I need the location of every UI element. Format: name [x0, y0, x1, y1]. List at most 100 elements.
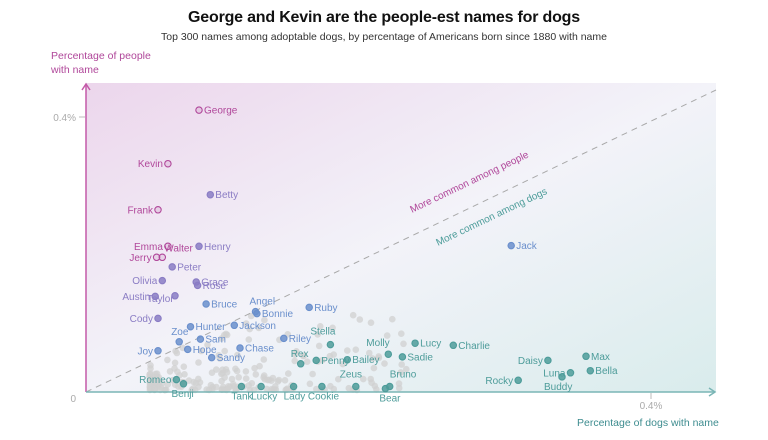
point-marker[interactable]	[411, 339, 419, 347]
data-point-ruby[interactable]: Ruby	[305, 303, 338, 314]
point-marker[interactable]	[175, 338, 183, 346]
data-point-buddy[interactable]: Buddy	[544, 373, 572, 393]
point-marker[interactable]	[183, 345, 192, 354]
point-marker[interactable]	[151, 292, 159, 301]
point-marker[interactable]	[152, 253, 161, 262]
point-marker[interactable]	[384, 350, 393, 358]
data-point-henry[interactable]: Henry	[195, 242, 231, 253]
data-point-zoe[interactable]: Zoe	[171, 327, 189, 346]
data-point-riley[interactable]: Riley	[280, 334, 311, 345]
data-point-cody[interactable]: Cody	[130, 314, 162, 325]
data-point-penny[interactable]: Penny	[312, 356, 350, 367]
point-marker[interactable]	[305, 303, 313, 312]
point-marker[interactable]	[381, 384, 390, 393]
data-point-benji[interactable]: Benji	[172, 380, 194, 400]
point-marker[interactable]	[154, 347, 162, 355]
point-marker[interactable]	[318, 382, 326, 391]
data-point-jack[interactable]: Jack	[507, 241, 538, 252]
point-marker[interactable]	[236, 344, 244, 352]
data-point-walter[interactable]: Walter	[158, 243, 193, 262]
data-point-bonnie[interactable]: Bonnie	[253, 309, 294, 320]
point-marker[interactable]	[202, 300, 210, 308]
point-marker[interactable]	[186, 322, 195, 331]
point-marker[interactable]	[154, 206, 162, 214]
data-point-lucky[interactable]: Lucky	[251, 382, 277, 403]
data-point-kevin[interactable]: Kevin	[138, 159, 172, 170]
data-point-joy[interactable]: Joy	[137, 346, 162, 357]
data-point-frank[interactable]: Frank	[127, 205, 162, 216]
point-marker[interactable]	[566, 369, 575, 377]
point-marker[interactable]	[206, 190, 215, 199]
point-marker[interactable]	[289, 382, 298, 391]
point-marker[interactable]	[296, 360, 305, 368]
data-point-jerry[interactable]: Jerry	[129, 253, 161, 264]
point-marker[interactable]	[582, 352, 590, 361]
data-point-sandy[interactable]: Sandy	[207, 353, 246, 364]
data-point-rex[interactable]: Rex	[291, 349, 309, 368]
point-marker[interactable]	[343, 355, 352, 364]
point-marker[interactable]	[544, 356, 552, 365]
point-marker[interactable]	[195, 242, 203, 251]
point-marker[interactable]	[558, 373, 566, 381]
point-marker[interactable]	[352, 382, 360, 391]
point-marker[interactable]	[179, 380, 188, 388]
data-point-daisy[interactable]: Daisy	[518, 356, 552, 367]
point-marker[interactable]	[280, 334, 288, 343]
data-point-sadie[interactable]: Sadie	[398, 352, 433, 363]
data-point-emma[interactable]: Emma	[134, 242, 172, 253]
data-point-bailey[interactable]: Bailey	[343, 355, 380, 366]
data-point-rocky[interactable]: Rocky	[485, 376, 522, 387]
data-point-chase[interactable]: Chase	[236, 344, 275, 355]
data-point-george[interactable]: George	[195, 106, 238, 117]
data-point-jackson[interactable]: Jackson	[230, 321, 276, 332]
point-marker[interactable]	[172, 375, 181, 384]
data-point-olivia[interactable]: Olivia	[132, 276, 167, 287]
data-point-luna[interactable]: Luna	[543, 368, 575, 379]
data-point-tank[interactable]: Tank	[231, 382, 254, 403]
data-point-bear[interactable]: Bear	[379, 384, 401, 405]
point-marker[interactable]	[237, 382, 246, 391]
point-marker[interactable]	[312, 356, 320, 365]
data-point-taylor[interactable]: Taylor	[147, 292, 179, 305]
point-marker[interactable]	[230, 321, 239, 330]
point-marker[interactable]	[193, 281, 202, 290]
data-point-charlie[interactable]: Charlie	[449, 341, 490, 352]
point-marker[interactable]	[158, 276, 167, 285]
point-marker[interactable]	[514, 376, 522, 385]
data-point-lucy[interactable]: Lucy	[411, 339, 441, 350]
data-point-austin[interactable]: Austin	[122, 292, 159, 303]
point-marker[interactable]	[168, 263, 176, 271]
data-point-molly[interactable]: Molly	[366, 338, 393, 358]
point-marker[interactable]	[207, 353, 216, 362]
point-marker[interactable]	[164, 159, 172, 168]
data-point-lady[interactable]: Lady	[284, 382, 306, 403]
data-point-betty[interactable]: Betty	[206, 190, 238, 201]
point-marker[interactable]	[253, 309, 261, 318]
data-point-bruce[interactable]: Bruce	[202, 300, 238, 311]
point-marker[interactable]	[398, 353, 407, 361]
point-marker[interactable]	[507, 241, 515, 250]
data-point-romeo[interactable]: Romeo	[139, 375, 181, 386]
point-marker[interactable]	[171, 292, 179, 300]
data-point-hunter[interactable]: Hunter	[186, 322, 226, 333]
point-marker[interactable]	[154, 314, 162, 323]
data-point-rose[interactable]: Rose	[193, 281, 226, 292]
point-marker[interactable]	[449, 341, 458, 350]
point-label: Emma	[134, 242, 163, 253]
point-marker[interactable]	[196, 335, 205, 343]
data-point-max[interactable]: Max	[582, 352, 610, 363]
data-point-cookie[interactable]: Cookie	[308, 382, 340, 403]
point-marker[interactable]	[257, 382, 265, 391]
point-marker[interactable]	[195, 106, 203, 114]
y-axis-arrow-icon	[81, 82, 91, 91]
point-marker[interactable]	[158, 253, 167, 262]
point-marker[interactable]	[586, 366, 595, 375]
point-marker[interactable]	[326, 340, 335, 349]
point-marker[interactable]	[164, 242, 172, 251]
data-point-bella[interactable]: Bella	[586, 366, 618, 377]
data-point-stella[interactable]: Stella	[310, 327, 336, 349]
data-point-peter[interactable]: Peter	[168, 262, 202, 273]
data-point-hope[interactable]: Hope	[183, 345, 218, 356]
data-point-zeus[interactable]: Zeus	[340, 370, 362, 391]
data-point-sam[interactable]: Sam	[196, 335, 226, 346]
